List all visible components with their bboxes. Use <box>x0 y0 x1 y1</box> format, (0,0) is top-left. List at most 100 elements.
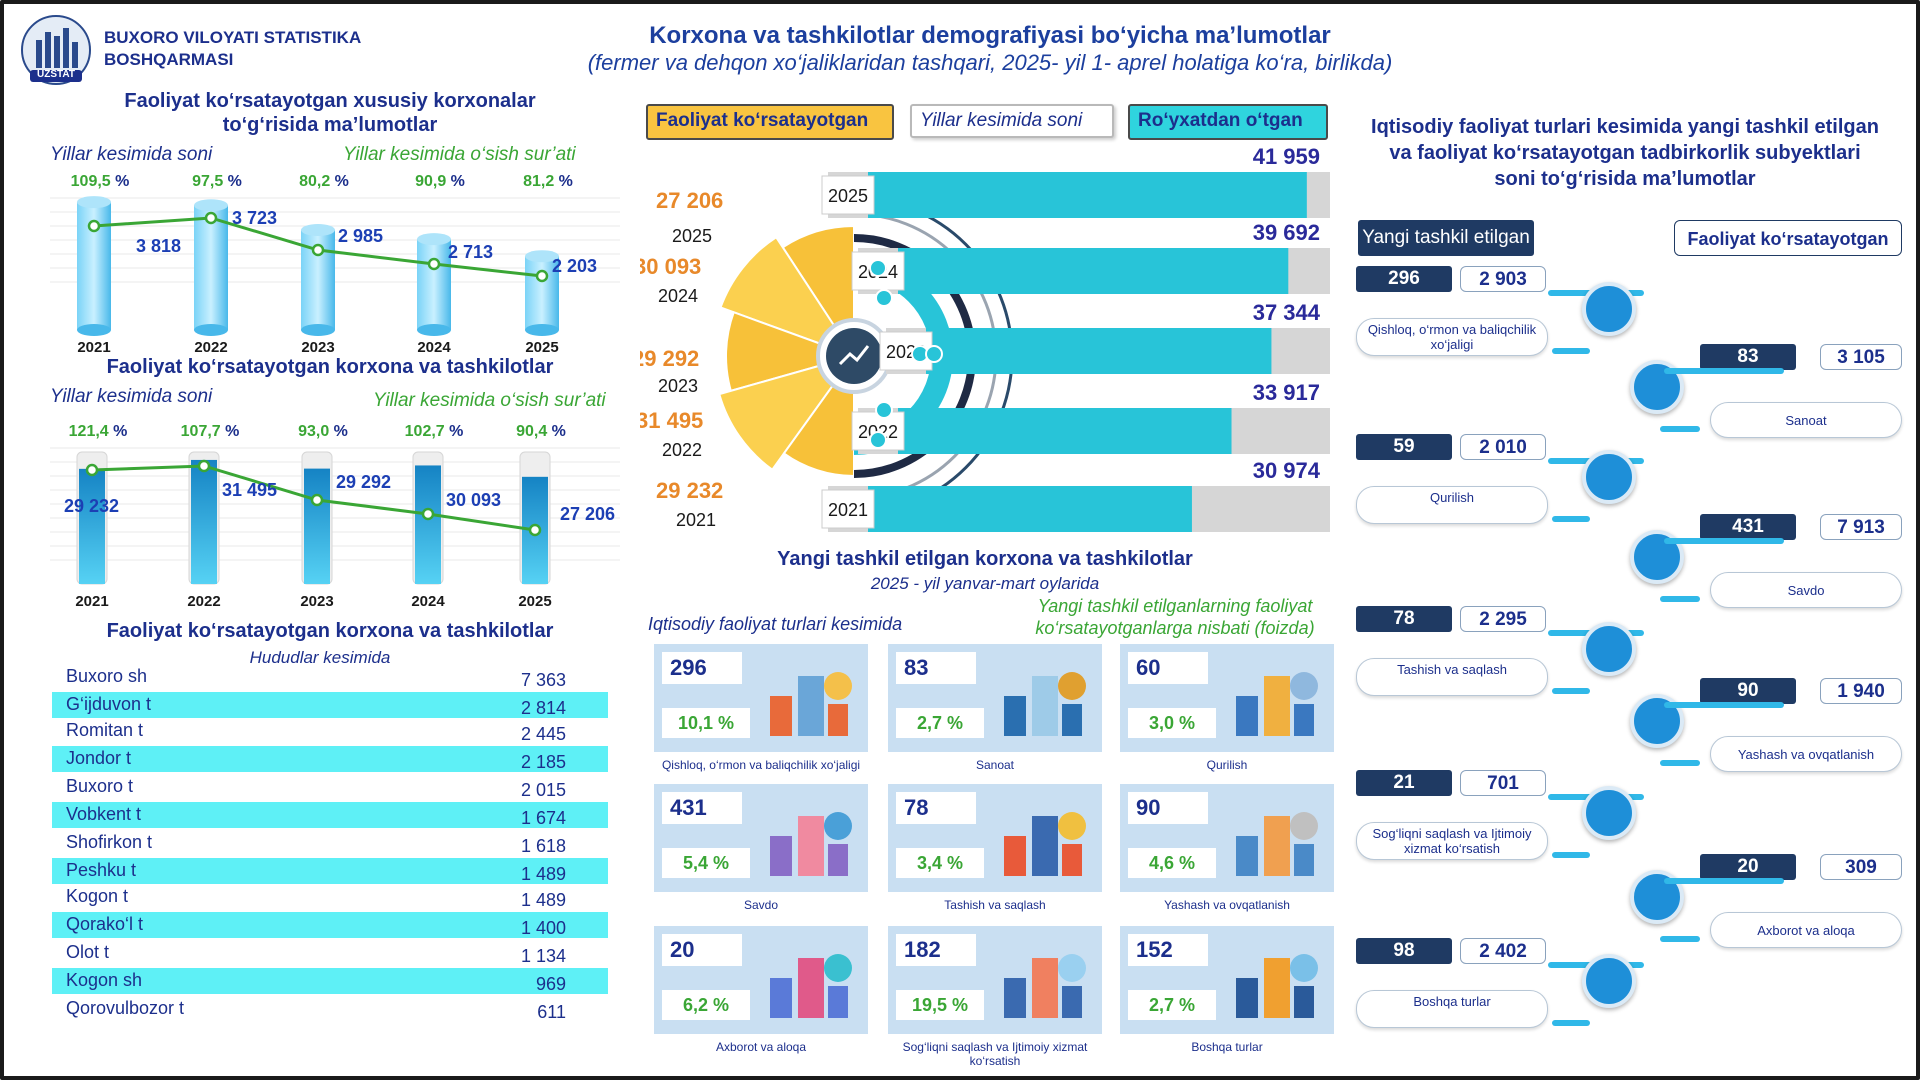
value-label: 2 203 <box>552 256 597 276</box>
new-count: 78 <box>1356 606 1452 632</box>
tile-percent: 19,5 % <box>896 990 984 1020</box>
new-count: 98 <box>1356 938 1452 964</box>
pie-slice <box>718 354 857 472</box>
tile-percent: 10,1 % <box>662 708 750 738</box>
x-tick-label: 2021 <box>77 339 110 356</box>
district-row: Vobkent t 1 674 <box>52 802 608 828</box>
uzstat-logo <box>20 14 92 86</box>
growth-label: 109,5 % <box>71 173 130 190</box>
tile-percent: 6,2 % <box>662 990 750 1020</box>
tile-caption: Qishloq, o‘rmon va baliqchilik xo‘jaligi <box>661 758 861 772</box>
page-subtitle: (fermer va dehqon xo‘jaliklaridan tashqa… <box>587 50 1393 75</box>
private-title-line1: Faoliyat ko‘rsatayotgan xususiy korxonal… <box>124 90 536 112</box>
active-count: 2 010 <box>1460 434 1546 460</box>
tile-percent: 3,4 % <box>896 848 984 878</box>
btn-active-legend: Faoliyat ko‘rsatayotgan <box>1674 220 1902 256</box>
ring-dot <box>875 289 893 307</box>
org-name-line2: BOSHQARMASI <box>104 50 234 69</box>
district-name: G‘ijduvon t <box>66 694 152 714</box>
district-row: Romitan t 2 445 <box>52 718 608 744</box>
bar-top <box>194 199 228 212</box>
tag-active: Faoliyat ko‘rsatayotgan <box>646 104 894 140</box>
districts-subtitle: Hududlar kesimida <box>249 648 391 667</box>
tile-illustration-icon <box>760 656 860 742</box>
x-tick-label: 2025 <box>828 186 868 206</box>
growth-label: 97,5 % <box>192 173 242 190</box>
activity-caption-text: Tashish va saqlash <box>1397 662 1507 677</box>
growth-point <box>310 493 324 507</box>
growth-label: 107,7 % <box>181 423 240 440</box>
district-name: Olot t <box>66 942 110 962</box>
active-count: 1 940 <box>1820 678 1902 704</box>
district-name: Qorako‘l t <box>66 914 144 934</box>
tile-illustration-icon <box>1226 938 1326 1024</box>
private-bar-chart: 109,5 % 97,5 % 80,2 % 90,9 % 81,2 % 2021 2022 2… <box>50 173 620 356</box>
activity-tile: 152 2,7 % <box>1120 926 1334 1034</box>
growth-label: 81,2 % <box>523 173 573 190</box>
value-label: 3 723 <box>232 208 277 228</box>
district-name: Buxoro t <box>66 776 134 796</box>
activity-tile: 296 10,1 % <box>654 644 868 752</box>
bar <box>898 408 1232 454</box>
x-tick-label: 2022 <box>194 339 227 356</box>
activity-caption: Axborot va aloqa <box>1710 912 1902 948</box>
active-title: Faoliyat ko‘rsatayotgan korxona va tashk… <box>106 356 554 378</box>
growth-label: 90,9 % <box>415 173 465 190</box>
right-title-line2: va faoliyat ko‘rsatayotgan tadbirkorlik … <box>1389 142 1861 164</box>
connector-line <box>1552 516 1590 522</box>
district-name: Kogon t <box>66 886 129 906</box>
district-row: Qorako‘l t 1 400 <box>52 912 608 938</box>
district-name: Shofirkon t <box>66 832 153 852</box>
district-name: Qorovulbozor t <box>66 998 185 1018</box>
value-label: 27 206 <box>560 504 615 524</box>
new-count: 431 <box>1700 514 1796 540</box>
activity-tile: 431 5,4 % <box>654 784 868 892</box>
activity-tile: 90 4,6 % <box>1120 784 1334 892</box>
right-title-line3: soni to‘g‘risida ma’lumotlar <box>1494 168 1756 190</box>
growth-label: 90,4 % <box>516 423 566 440</box>
bar <box>304 468 330 584</box>
district-row: Buxoro t 2 015 <box>52 774 608 800</box>
value-label: 39 692 <box>1253 220 1320 245</box>
tag-registered: Ro‘yxatdan o‘tgan <box>1128 104 1328 140</box>
connector-line <box>1664 368 1784 374</box>
activity-caption: Qurilish <box>1356 486 1548 524</box>
growth-point <box>421 507 435 521</box>
tile-illustration-icon <box>760 938 860 1024</box>
activity-icon <box>1582 450 1636 504</box>
tile-caption: Qurilish <box>1206 758 1248 772</box>
district-name: Peshku t <box>66 860 137 880</box>
new-count: 59 <box>1356 434 1452 460</box>
growth-label: 121,4 % <box>69 423 128 440</box>
bar-top <box>417 233 451 246</box>
district-row: Shofirkon t 1 618 <box>52 830 608 856</box>
activity-tile: 60 3,0 % <box>1120 644 1334 752</box>
pie-year-label: 2023 <box>658 376 698 396</box>
connector-line <box>1552 852 1590 858</box>
x-tick-label: 2023 <box>301 339 334 356</box>
district-value: 2 015 <box>520 780 566 800</box>
district-value: 2 185 <box>520 752 566 772</box>
district-name: Romitan t <box>66 720 144 740</box>
tile-illustration-icon <box>994 938 1094 1024</box>
growth-label: 102,7 % <box>405 423 464 440</box>
tag-years: Yillar kesimida soni <box>910 104 1114 138</box>
activity-caption-text: Boshqa turlar <box>1413 994 1491 1009</box>
connector-line <box>1552 1020 1590 1026</box>
bar <box>525 256 559 330</box>
tile-caption: Tashish va saqlash <box>944 898 1046 912</box>
bar <box>415 465 441 584</box>
district-name: Kogon sh <box>66 970 143 990</box>
new-right-label-line2: ko‘rsatayotganlarga nisbati (foizda) <box>1035 618 1315 638</box>
activity-caption: Savdo <box>1710 572 1902 608</box>
district-row: Qorovulbozor t 611 <box>52 996 608 1022</box>
district-value: 1 400 <box>520 918 566 938</box>
tile-count: 431 <box>662 792 742 824</box>
district-row: Peshku t 1 489 <box>52 858 608 884</box>
activity-tile: 83 2,7 % <box>888 644 1102 752</box>
district-row: G‘ijduvon t 2 814 <box>52 692 608 718</box>
tile-percent: 2,7 % <box>896 708 984 738</box>
district-row: Kogon sh 969 <box>52 968 608 994</box>
pie-slice <box>725 310 858 393</box>
